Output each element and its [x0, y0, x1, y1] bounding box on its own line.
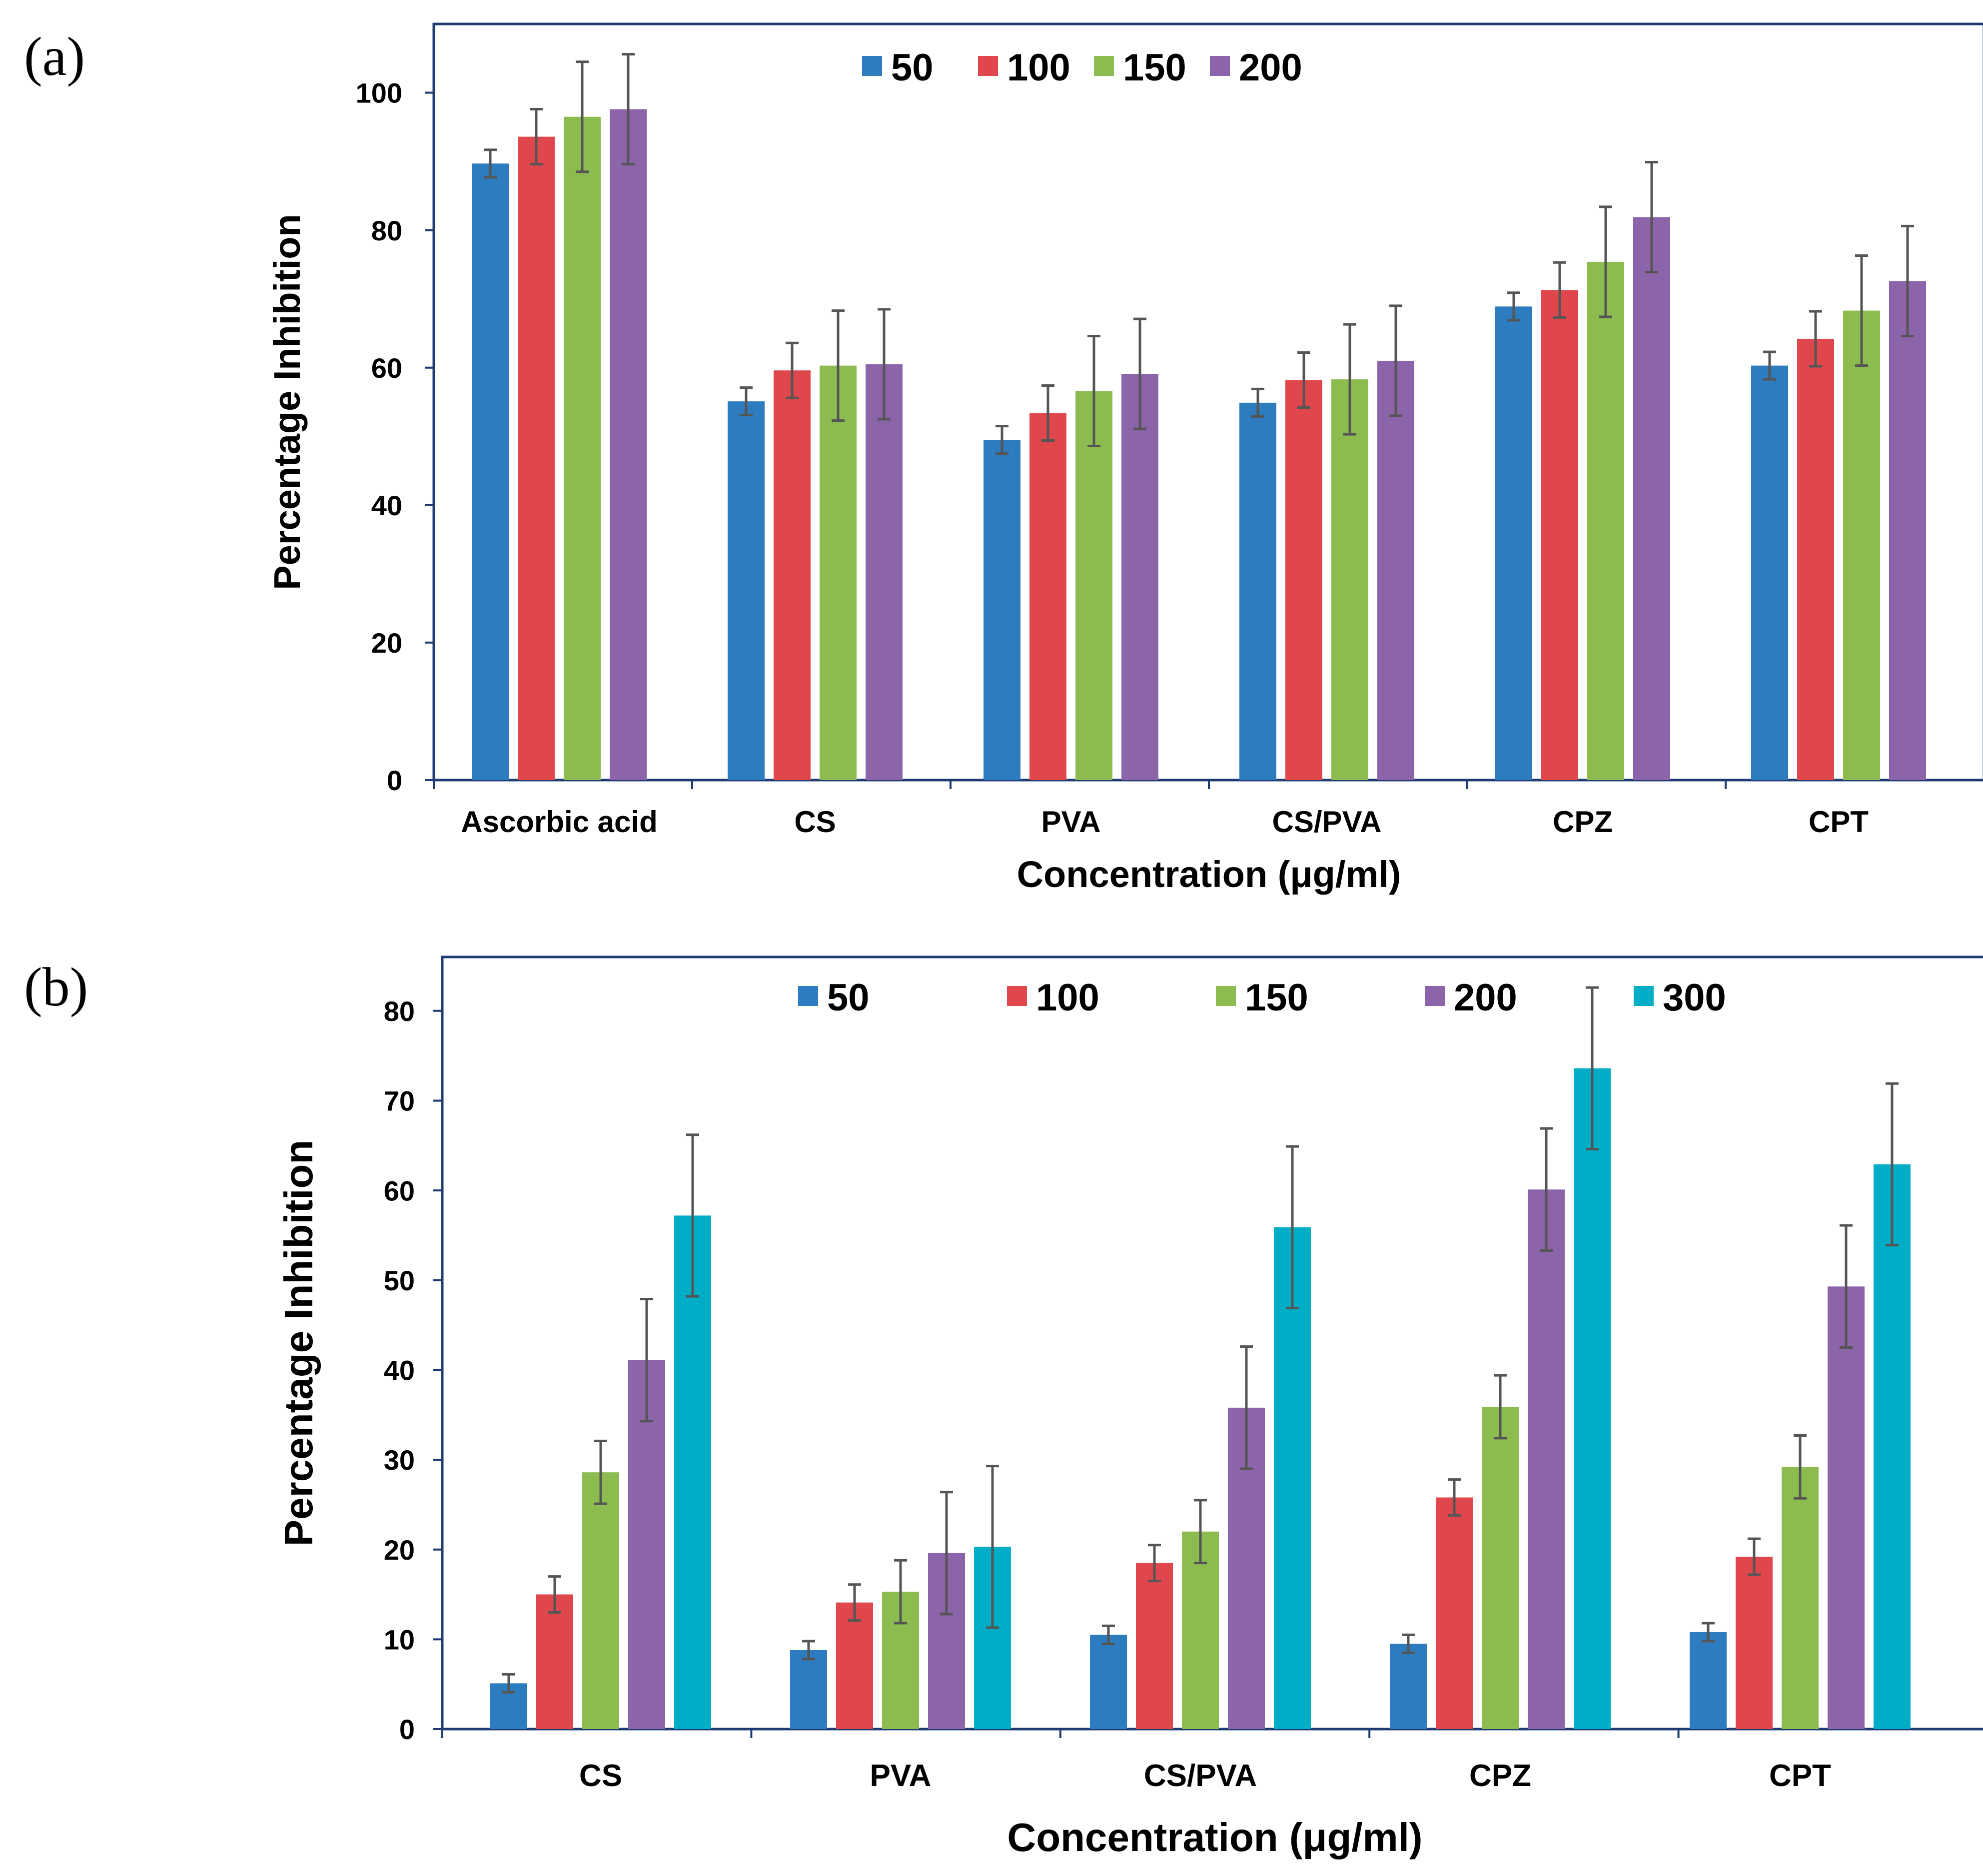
bar-ascorbic-acid-100	[518, 136, 555, 780]
bar-cs-150	[820, 365, 857, 780]
category-label: CS	[794, 805, 836, 839]
plot-frame	[432, 22, 1983, 782]
bar-pva-100	[836, 1602, 873, 1729]
category-label: CPT	[1769, 1759, 1831, 1793]
y-tick-label: 50	[384, 1265, 415, 1296]
legend-label-100: 100	[1007, 46, 1070, 89]
legend-label-100: 100	[1036, 976, 1099, 1019]
y-tick-label: 20	[371, 627, 402, 659]
bar-pva-100	[1029, 413, 1066, 780]
bar-pva-200	[1121, 374, 1158, 780]
category-label: CPZ	[1469, 1759, 1531, 1793]
bar-cs-pva-150	[1331, 379, 1368, 780]
legend-label-200: 200	[1239, 46, 1302, 89]
bar-cpt-50	[1690, 1632, 1727, 1729]
bar-cpt-50	[1751, 365, 1788, 780]
legend-swatch-100	[1007, 986, 1027, 1006]
legend-swatch-50	[798, 986, 818, 1006]
bar-cpt-300	[1874, 1164, 1911, 1729]
y-tick-label: 80	[371, 215, 402, 246]
y-tick-label: 10	[384, 1624, 415, 1656]
panel-label: (b)	[24, 956, 88, 1017]
bar-cpz-50	[1495, 306, 1532, 780]
legend: 50 100 150 200 300	[798, 976, 1726, 1019]
bar-cpz-200	[1528, 1189, 1565, 1729]
y-tick-label: 70	[384, 1085, 415, 1117]
x-axis-title: Concentration (μg/ml)	[1017, 854, 1401, 895]
bar-cpz-50	[1390, 1644, 1427, 1729]
legend: 50 100 150 200	[862, 46, 1302, 89]
y-tick-label: 20	[384, 1534, 415, 1566]
bar-cs-200	[866, 364, 903, 780]
y-axis-title: Percentage Inhibition	[266, 214, 308, 590]
bar-cs-pva-150	[1182, 1531, 1219, 1729]
legend-label-200: 200	[1454, 976, 1517, 1019]
panel-label: (a)	[24, 26, 85, 87]
category-label: CS/PVA	[1144, 1759, 1257, 1793]
legend-label-150: 150	[1245, 976, 1308, 1019]
bar-cs-pva-100	[1136, 1563, 1173, 1729]
bar-ascorbic-acid-50	[472, 163, 509, 780]
y-axis-title: Percentage Inhibition	[276, 1140, 321, 1546]
legend-swatch-150	[1094, 56, 1114, 76]
bar-cs-pva-200	[1377, 360, 1414, 780]
bar-cpt-200	[1828, 1286, 1865, 1729]
chart-panel-a: (a) 0 20 40 60 80 100 Ascorbic acid CS PVA CS/PVA C…	[24, 22, 1983, 895]
bar-cpz-100	[1436, 1497, 1473, 1729]
bar-cs-pva-300	[1274, 1227, 1311, 1729]
bar-cpz-150	[1482, 1407, 1519, 1729]
x-axis-title: Concentration (μg/ml)	[1007, 1815, 1422, 1860]
y-tick-label: 40	[371, 490, 402, 521]
y-tick-label: 0	[387, 765, 402, 796]
bar-pva-150	[1075, 391, 1112, 780]
bar-cpt-100	[1797, 338, 1834, 780]
y-tick-label: 30	[384, 1444, 415, 1476]
bar-cpt-100	[1736, 1557, 1773, 1729]
y-tick-label: 100	[356, 77, 402, 109]
bar-pva-50	[790, 1650, 827, 1729]
bar-cpt-150	[1782, 1467, 1819, 1729]
legend-label-150: 150	[1123, 46, 1186, 89]
category-label: PVA	[870, 1759, 932, 1793]
legend-swatch-200	[1425, 986, 1445, 1006]
bar-cpz-100	[1541, 290, 1578, 780]
bar-cpt-200	[1889, 281, 1926, 780]
bar-ascorbic-acid-150	[564, 116, 601, 780]
bar-cpz-300	[1574, 1068, 1611, 1729]
y-tick-label: 80	[384, 995, 415, 1027]
bar-cs-150	[582, 1472, 619, 1729]
bar-ascorbic-acid-200	[610, 109, 647, 780]
y-tick-label: 60	[371, 352, 402, 384]
bar-cpz-200	[1633, 217, 1670, 781]
bar-cs-pva-50	[1239, 402, 1276, 780]
category-label: CS/PVA	[1272, 805, 1382, 839]
chart-panel-b: (b) 0 10 20 30 40 50 60 70 80 CS PVA CS/PVA CPZ CPT Con…	[24, 955, 1983, 1860]
bar-cpt-150	[1843, 310, 1880, 780]
bar-cs-50	[728, 401, 765, 780]
category-label: CPZ	[1553, 805, 1613, 839]
legend-swatch-50	[862, 56, 882, 76]
bar-cs-pva-50	[1090, 1635, 1127, 1729]
category-label: Ascorbic acid	[461, 805, 658, 839]
legend-swatch-300	[1634, 986, 1654, 1006]
category-label: CPT	[1809, 805, 1869, 839]
bar-cs-100	[774, 370, 811, 780]
legend-swatch-100	[978, 56, 998, 76]
bar-cpz-150	[1587, 261, 1624, 781]
bar-cs-100	[536, 1594, 573, 1729]
category-label: PVA	[1041, 805, 1101, 839]
y-tick-label: 60	[384, 1175, 415, 1206]
legend-swatch-150	[1216, 986, 1236, 1006]
category-label: CS	[579, 1759, 622, 1793]
legend-label-50: 50	[891, 46, 934, 89]
legend-swatch-200	[1210, 56, 1230, 76]
legend-label-50: 50	[827, 976, 870, 1019]
y-tick-label: 40	[384, 1355, 415, 1386]
bar-pva-50	[984, 440, 1020, 780]
legend-label-300: 300	[1663, 976, 1726, 1019]
bar-cs-pva-100	[1285, 380, 1322, 780]
y-tick-label: 0	[399, 1714, 415, 1745]
bar-cs-300	[674, 1215, 711, 1729]
